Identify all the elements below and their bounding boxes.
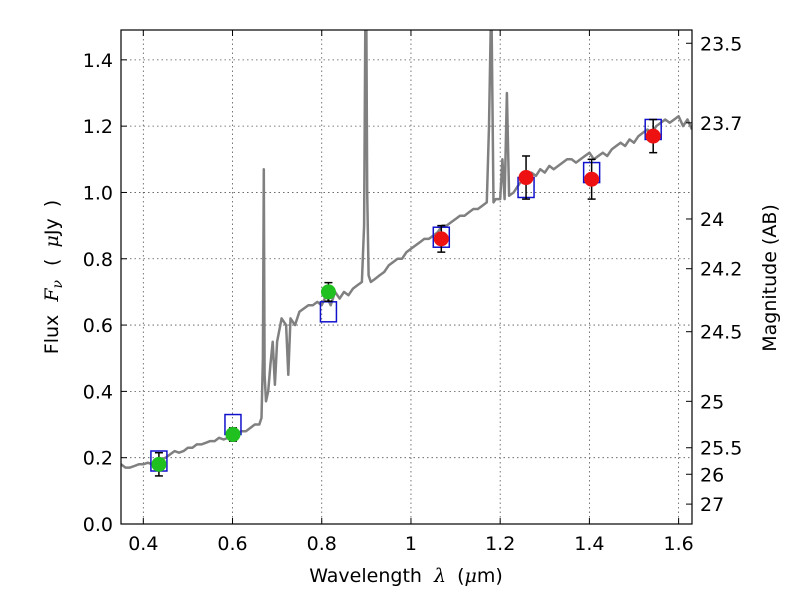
y-axis-label-units-rest: Jy xyxy=(41,218,63,236)
y2-axis-label: Magnitude (AB) xyxy=(759,204,781,352)
y-tick-label: 0.8 xyxy=(83,249,113,271)
x-axis-label-symbol: λ xyxy=(433,565,446,587)
x-tick-label: 0.4 xyxy=(128,533,158,555)
y-tick-label: 1.2 xyxy=(83,116,113,138)
data-point-green xyxy=(225,426,241,442)
y-axis-label-units-mu: μ xyxy=(41,235,63,247)
y-axis-label-units-close: ) xyxy=(41,200,63,207)
y2-tick-label: 25 xyxy=(700,391,724,413)
x-tick-label: 0.6 xyxy=(217,533,247,555)
y2-tick-label: 24.2 xyxy=(700,259,742,281)
x-tick-label: 1.6 xyxy=(664,533,694,555)
y2-tick-label: 24 xyxy=(700,209,724,231)
data-point-green xyxy=(151,456,167,472)
model-spectrum-line xyxy=(121,30,692,469)
data-point-green xyxy=(320,284,336,300)
plot-frame xyxy=(120,29,693,525)
x-tick-label: 1 xyxy=(405,533,417,555)
x-axis-label: Wavelength λ (μm) xyxy=(309,565,503,587)
x-axis-label-units-open: ( xyxy=(457,565,464,587)
y-axis-label: Flux Fν ( μJy ) xyxy=(41,200,67,354)
error-bars xyxy=(154,118,658,477)
y2-tick-label: 23.7 xyxy=(700,113,742,135)
y-tick-label: 0.2 xyxy=(83,448,113,470)
observed-points xyxy=(151,128,661,472)
x-tick-label: 1.2 xyxy=(485,533,515,555)
grid xyxy=(121,30,692,525)
model-photometry xyxy=(150,118,662,472)
x-tick-label: 0.8 xyxy=(307,533,337,555)
y-tick-label: 0.0 xyxy=(83,514,113,536)
x-axis-label-units-rest: m) xyxy=(477,565,503,587)
y-tick-label: 1.4 xyxy=(83,50,113,72)
y2-tick-label: 27 xyxy=(700,494,724,516)
y2-tick-label: 23.5 xyxy=(700,33,742,55)
y2-tick-label: 26 xyxy=(700,464,724,486)
x-tick-label: 1.4 xyxy=(574,533,604,555)
data-point-red xyxy=(518,170,534,186)
tick-labels: 0.4 0.6 0.8 1 1.2 1.4 1.6 0.0 0.2 0.4 0.6 0.8 1.0 1.2… xyxy=(83,33,743,555)
data-point-red xyxy=(584,171,600,187)
y-axis-label-symbol: F xyxy=(41,288,63,303)
data-point-red xyxy=(645,128,661,144)
y-tick-label: 1.0 xyxy=(83,182,113,204)
y2-tick-label: 25.5 xyxy=(700,438,742,460)
x-axis-label-units-mu: μ xyxy=(465,565,477,587)
y-axis-label-prefix: Flux xyxy=(41,315,63,355)
model-spectrum xyxy=(121,30,692,469)
y-tick-label: 0.4 xyxy=(83,381,113,403)
data-point-red xyxy=(433,231,449,247)
x-axis-label-prefix: Wavelength xyxy=(309,565,422,587)
y2-tick-label: 24.5 xyxy=(700,322,742,344)
y-axis-label-units-open: ( xyxy=(41,259,63,266)
y-tick-label: 0.6 xyxy=(83,315,113,337)
y-axis-label-subscript: ν xyxy=(50,279,66,288)
axis-ticks xyxy=(121,30,692,525)
